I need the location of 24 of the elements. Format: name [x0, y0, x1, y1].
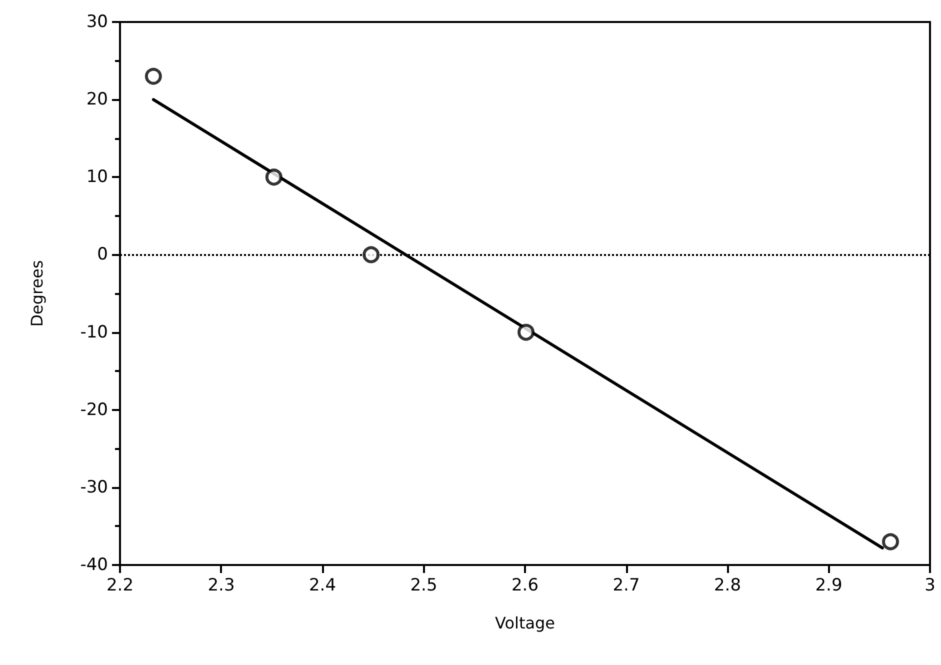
x-tick-label: 2.9 [815, 576, 842, 596]
x-axis-title: Voltage [494, 614, 556, 632]
x-tick-label: 3 [924, 576, 936, 596]
y-tick-label: 10 [86, 167, 108, 188]
point [265, 168, 282, 186]
point [144, 68, 162, 85]
x-tick-label: 2.6 [511, 576, 539, 596]
x-tick-label: 2.2 [106, 576, 134, 596]
x-tick-label: 2.3 [208, 576, 235, 596]
point [882, 533, 900, 550]
x-tick-label: 2.8 [714, 576, 742, 596]
point [362, 246, 380, 264]
y-tick-label: -40 [80, 555, 108, 575]
y-tick-label: -20 [80, 400, 108, 420]
point [518, 324, 535, 341]
y-tick-label: -30 [80, 477, 108, 498]
x-tick-label: 2.4 [308, 576, 336, 596]
y-tick-label: -10 [80, 322, 108, 342]
y-tick-label: 30 [86, 12, 108, 32]
y-axis-title: Degrees [28, 260, 46, 327]
y-tick-label: 20 [86, 90, 108, 110]
y-tick-label: 0 [97, 244, 108, 265]
x-tick-label: 2.7 [612, 576, 640, 596]
x-tick-label: 2.5 [410, 576, 438, 596]
